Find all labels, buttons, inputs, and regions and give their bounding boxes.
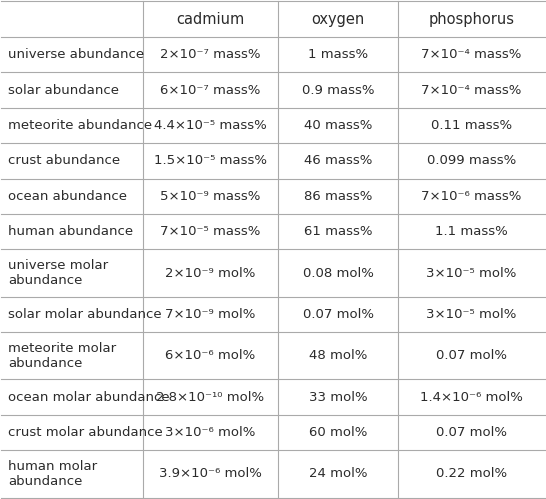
Text: solar molar abundance: solar molar abundance xyxy=(8,308,162,321)
Text: 0.07 mol%: 0.07 mol% xyxy=(302,308,373,321)
Text: universe abundance: universe abundance xyxy=(8,48,144,61)
Text: 0.9 mass%: 0.9 mass% xyxy=(302,83,375,96)
Text: 5×10⁻⁹ mass%: 5×10⁻⁹ mass% xyxy=(161,190,261,203)
Text: crust abundance: crust abundance xyxy=(8,154,120,167)
Text: phosphorus: phosphorus xyxy=(428,11,514,26)
Text: 1.4×10⁻⁶ mol%: 1.4×10⁻⁶ mol% xyxy=(420,391,523,404)
Text: 1.1 mass%: 1.1 mass% xyxy=(435,225,508,239)
Text: 6×10⁻⁷ mass%: 6×10⁻⁷ mass% xyxy=(161,83,261,96)
Text: 3×10⁻⁶ mol%: 3×10⁻⁶ mol% xyxy=(165,426,256,439)
Text: 7×10⁻⁴ mass%: 7×10⁻⁴ mass% xyxy=(421,48,521,61)
Text: 7×10⁻⁵ mass%: 7×10⁻⁵ mass% xyxy=(161,225,261,239)
Text: 0.08 mol%: 0.08 mol% xyxy=(302,266,373,279)
Text: 2×10⁻⁷ mass%: 2×10⁻⁷ mass% xyxy=(161,48,261,61)
Text: 61 mass%: 61 mass% xyxy=(304,225,372,239)
Text: 1 mass%: 1 mass% xyxy=(308,48,368,61)
Text: meteorite molar
abundance: meteorite molar abundance xyxy=(8,342,116,370)
Text: 7×10⁻⁴ mass%: 7×10⁻⁴ mass% xyxy=(421,83,521,96)
Text: 6×10⁻⁶ mol%: 6×10⁻⁶ mol% xyxy=(165,349,256,362)
Text: 24 mol%: 24 mol% xyxy=(309,468,367,481)
Text: 1.5×10⁻⁵ mass%: 1.5×10⁻⁵ mass% xyxy=(154,154,267,167)
Text: solar abundance: solar abundance xyxy=(8,83,119,96)
Text: ocean abundance: ocean abundance xyxy=(8,190,127,203)
Text: cadmium: cadmium xyxy=(176,11,245,26)
Text: 4.4×10⁻⁵ mass%: 4.4×10⁻⁵ mass% xyxy=(154,119,267,132)
Text: 46 mass%: 46 mass% xyxy=(304,154,372,167)
Text: crust molar abundance: crust molar abundance xyxy=(8,426,163,439)
Text: 0.11 mass%: 0.11 mass% xyxy=(431,119,512,132)
Text: 48 mol%: 48 mol% xyxy=(309,349,367,362)
Text: universe molar
abundance: universe molar abundance xyxy=(8,259,108,287)
Text: 60 mol%: 60 mol% xyxy=(309,426,367,439)
Text: 40 mass%: 40 mass% xyxy=(304,119,372,132)
Text: human abundance: human abundance xyxy=(8,225,133,239)
Text: 33 mol%: 33 mol% xyxy=(309,391,367,404)
Text: 2×10⁻⁹ mol%: 2×10⁻⁹ mol% xyxy=(165,266,256,279)
Text: 86 mass%: 86 mass% xyxy=(304,190,372,203)
Text: meteorite abundance: meteorite abundance xyxy=(8,119,152,132)
Text: 0.099 mass%: 0.099 mass% xyxy=(426,154,516,167)
Text: 3×10⁻⁵ mol%: 3×10⁻⁵ mol% xyxy=(426,266,517,279)
Text: 3.9×10⁻⁶ mol%: 3.9×10⁻⁶ mol% xyxy=(159,468,262,481)
Text: 0.07 mol%: 0.07 mol% xyxy=(436,426,507,439)
Text: 3×10⁻⁵ mol%: 3×10⁻⁵ mol% xyxy=(426,308,517,321)
Text: 0.07 mol%: 0.07 mol% xyxy=(436,349,507,362)
Text: ocean molar abundance: ocean molar abundance xyxy=(8,391,169,404)
Text: 7×10⁻⁶ mass%: 7×10⁻⁶ mass% xyxy=(421,190,521,203)
Text: oxygen: oxygen xyxy=(312,11,365,26)
Text: 0.22 mol%: 0.22 mol% xyxy=(436,468,507,481)
Text: 2.8×10⁻¹⁰ mol%: 2.8×10⁻¹⁰ mol% xyxy=(157,391,265,404)
Text: human molar
abundance: human molar abundance xyxy=(8,460,97,488)
Text: 7×10⁻⁹ mol%: 7×10⁻⁹ mol% xyxy=(165,308,256,321)
